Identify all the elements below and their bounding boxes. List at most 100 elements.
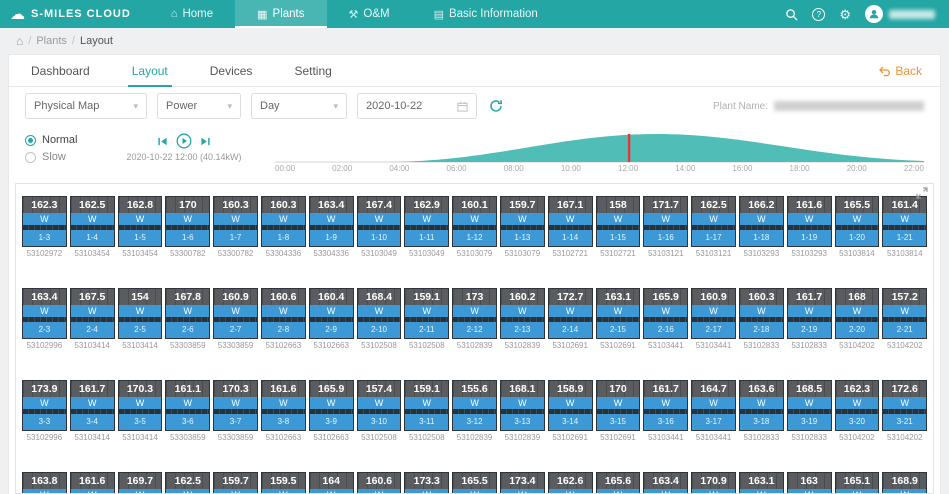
panel-module[interactable]: 165.5W [452, 472, 497, 493]
refresh-icon[interactable] [489, 99, 503, 113]
panel-module[interactable]: 163.4 W 2-3 53102996 [22, 288, 67, 352]
panel-module[interactable]: 165.9 W 2-16 53103441 [643, 288, 689, 352]
settings-gear-icon[interactable]: ⚙ [839, 8, 851, 21]
panel-module[interactable]: 160.3 W 1-7 53300782 [213, 196, 258, 260]
panel-module[interactable]: 157.2 W 2-21 53104202 [882, 288, 928, 352]
panel-module[interactable]: 168.5 W 3-19 53102833 [786, 380, 832, 444]
panel-module[interactable]: 168.9W [882, 472, 928, 493]
breadcrumb-item[interactable]: Layout [79, 35, 113, 47]
panel-module[interactable]: 167.4 W 1-10 53103049 [356, 196, 402, 260]
panel-module[interactable]: 161.6 W 3-8 53102663 [260, 380, 306, 444]
breadcrumb-item[interactable]: Plants [36, 35, 67, 47]
panel-module[interactable]: 163.6 W 3-18 53102833 [738, 380, 784, 444]
panel-module[interactable]: 159.5W [260, 472, 306, 493]
play-icon[interactable] [176, 133, 192, 149]
panel-module[interactable]: 171.7 W 1-16 53103121 [643, 196, 689, 260]
panel-module[interactable]: 161.6W [69, 472, 115, 493]
speed-slow-radio[interactable]: Slow [25, 151, 99, 163]
panel-module[interactable]: 173.9 W 3-3 53102996 [22, 380, 67, 444]
panel-module[interactable]: 160.4 W 2-9 53102663 [308, 288, 354, 352]
metric-select[interactable]: Power ▾ [157, 93, 241, 119]
panel-module[interactable]: 163.4W [643, 472, 689, 493]
panel-module[interactable]: 170.9W [691, 472, 736, 493]
tab-dashboard[interactable]: Dashboard [31, 63, 90, 78]
panel-module[interactable]: 163.1W [738, 472, 784, 493]
panel-module[interactable]: 170 W 1-6 53300782 [165, 196, 211, 260]
panel-module[interactable]: 155.6 W 3-12 53102839 [452, 380, 497, 444]
panel-module[interactable]: 161.4 W 1-21 53103814 [882, 196, 928, 260]
panel-module[interactable]: 162.5 W 1-4 53103454 [69, 196, 115, 260]
back-button[interactable]: Back [879, 55, 922, 86]
panel-module[interactable]: 168.4 W 2-10 53102508 [356, 288, 402, 352]
panel-module[interactable]: 173.3W [404, 472, 450, 493]
panel-module[interactable]: 165.6W [595, 472, 641, 493]
panel-module[interactable]: 172.7 W 2-14 53102691 [547, 288, 593, 352]
panel-module[interactable]: 163.1 W 2-15 53102691 [595, 288, 641, 352]
panel-module[interactable]: 159.1 W 3-11 53102508 [404, 380, 450, 444]
tab-setting[interactable]: Setting [294, 63, 332, 78]
panel-module[interactable]: 163W [786, 472, 832, 493]
panel-module[interactable]: 170.3 W 3-7 53303859 [213, 380, 258, 444]
panel-module[interactable]: 160.9 W 2-17 53103441 [691, 288, 736, 352]
nav-item-o-m[interactable]: ⚒ O&M [327, 0, 412, 28]
tab-devices[interactable]: Devices [209, 63, 253, 78]
panel-module[interactable]: 160.3 W 2-18 53102833 [738, 288, 784, 352]
panel-module[interactable]: 160.1 W 1-12 53103079 [452, 196, 497, 260]
panel-module[interactable]: 166.2 W 1-18 53103293 [738, 196, 784, 260]
panel-module[interactable]: 154 W 2-5 53103414 [117, 288, 163, 352]
fullscreen-expand-icon[interactable] [916, 187, 928, 202]
panel-module[interactable]: 161.7 W 2-19 53102833 [786, 288, 832, 352]
panel-module[interactable]: 162.3 W 3-20 53104202 [834, 380, 880, 444]
speed-normal-radio[interactable]: Normal [25, 134, 99, 146]
panel-module[interactable]: 162.6W [547, 472, 593, 493]
panel-module[interactable]: 173 W 2-12 53102839 [452, 288, 497, 352]
panel-module[interactable]: 163.8W [22, 472, 67, 493]
panel-module[interactable]: 159.7 W 1-13 53103079 [499, 196, 545, 260]
panel-module[interactable]: 169.7W [117, 472, 163, 493]
panel-module[interactable]: 162.3 W 1-3 53102972 [22, 196, 67, 260]
nav-item-plants[interactable]: ▦ Plants [235, 0, 327, 28]
nav-item-basic-information[interactable]: ▤ Basic Information [412, 0, 560, 28]
help-icon[interactable]: ? [812, 7, 826, 21]
panel-module[interactable]: 162.5 W 1-17 53103121 [691, 196, 736, 260]
panel-module[interactable]: 167.5 W 2-4 53103414 [69, 288, 115, 352]
panel-module[interactable]: 168 W 2-20 53104202 [834, 288, 880, 352]
panel-module[interactable]: 160.3 W 1-8 53304336 [260, 196, 306, 260]
panel-module[interactable]: 167.1 W 1-14 53102721 [547, 196, 593, 260]
panel-module[interactable]: 164W [308, 472, 354, 493]
previous-icon[interactable] [157, 136, 168, 147]
panel-module[interactable]: 170.3 W 3-5 53103414 [117, 380, 163, 444]
period-select[interactable]: Day ▾ [251, 93, 347, 119]
panel-module[interactable]: 168.1 W 3-13 53102839 [499, 380, 545, 444]
panel-module[interactable]: 164.7 W 3-17 53103441 [691, 380, 736, 444]
panel-module[interactable]: 161.6 W 1-19 53103293 [786, 196, 832, 260]
panel-module[interactable]: 170 W 3-15 53102691 [595, 380, 641, 444]
panel-module[interactable]: 165.1W [834, 472, 880, 493]
panel-module[interactable]: 160.6W [356, 472, 402, 493]
panel-module[interactable]: 159.1 W 2-11 53102508 [404, 288, 450, 352]
panel-module[interactable]: 160.9 W 2-7 53303859 [213, 288, 258, 352]
date-picker[interactable]: 2020-10-22 [357, 93, 477, 119]
panel-module[interactable]: 161.1 W 3-6 53303859 [165, 380, 211, 444]
app-logo[interactable]: ☁ S-MILES CLOUD [0, 0, 149, 28]
user-menu[interactable] [865, 5, 935, 23]
panel-module[interactable]: 165.9 W 3-9 53102663 [308, 380, 354, 444]
panel-module[interactable]: 158.9 W 3-14 53102691 [547, 380, 593, 444]
panel-module[interactable]: 162.9 W 1-11 53103049 [404, 196, 450, 260]
panel-module[interactable]: 162.8 W 1-5 53103454 [117, 196, 163, 260]
panel-module[interactable]: 167.8 W 2-6 53303859 [165, 288, 211, 352]
panel-module[interactable]: 173.4W [499, 472, 545, 493]
next-icon[interactable] [200, 136, 211, 147]
panel-module[interactable]: 165.5 W 1-20 53103814 [834, 196, 880, 260]
nav-item-home[interactable]: ⌂ Home [149, 0, 235, 28]
power-timeline[interactable]: 00:00 02:00 04:00 06:00 08:00 10:00 12:00 14:00… [275, 131, 924, 173]
tab-layout[interactable]: Layout [127, 55, 172, 87]
map-type-select[interactable]: Physical Map ▾ [25, 93, 147, 119]
search-icon[interactable] [785, 8, 798, 21]
panel-module[interactable]: 157.4 W 3-10 53102508 [356, 380, 402, 444]
panel-module[interactable]: 161.7 W 3-4 53103414 [69, 380, 115, 444]
timeline-chart[interactable] [275, 131, 924, 163]
panel-module[interactable]: 161.7 W 3-16 53103441 [643, 380, 689, 444]
panel-module[interactable]: 160.2 W 2-13 53102839 [499, 288, 545, 352]
breadcrumb-home-icon[interactable]: ⌂ [16, 34, 24, 48]
